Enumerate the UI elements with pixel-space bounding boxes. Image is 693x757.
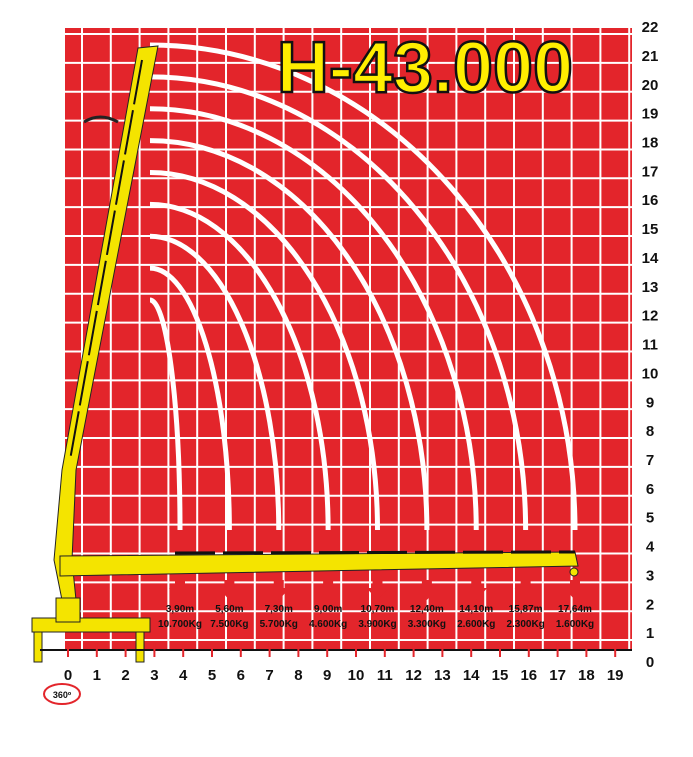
x-label: 7	[265, 667, 273, 684]
y-label: 5	[646, 510, 654, 527]
grid	[65, 28, 632, 650]
load-arrow	[366, 580, 389, 600]
leg-left	[33, 631, 43, 663]
y-label: 11	[642, 337, 658, 354]
capacity: 4.600Kg	[309, 619, 347, 630]
x-label: 10	[348, 667, 365, 684]
y-label: 4	[646, 539, 655, 556]
x-label: 9	[323, 667, 331, 684]
capacity: 2.300Kg	[506, 619, 544, 630]
y-label: 2	[646, 596, 654, 613]
x-label: 12	[405, 667, 422, 684]
arc	[149, 74, 529, 531]
y-label: 12	[642, 308, 659, 325]
boom-sections	[69, 59, 143, 461]
outrigger-beam	[31, 617, 151, 633]
loads: 3,90m 10.700Kg 5,60m 7.500Kg 7,30m 5.700Kg 9,0…	[158, 580, 594, 630]
hook	[569, 567, 579, 577]
base	[55, 597, 81, 623]
arc	[149, 265, 232, 531]
capacity: 1.600Kg	[556, 619, 594, 630]
y-label: 0	[646, 654, 654, 671]
load-arrow	[218, 580, 241, 600]
red-field	[65, 28, 632, 650]
y-label: 14	[642, 250, 659, 267]
y-label: 17	[642, 163, 659, 180]
capacity: 3.300Kg	[408, 619, 446, 630]
x-label: 8	[294, 667, 302, 684]
title: H-43.000	[277, 28, 573, 108]
y-label: 3	[646, 567, 654, 584]
arc	[149, 233, 282, 531]
crane	[31, 45, 579, 663]
x-label: 4	[179, 667, 188, 684]
y-label: 20	[642, 77, 659, 94]
y-label: 21	[642, 48, 659, 65]
capacity: 3.900Kg	[358, 619, 396, 630]
y-label: 6	[646, 481, 654, 498]
x-label: 5	[208, 667, 216, 684]
load-arrow	[267, 580, 290, 600]
reach: 5,60m	[215, 604, 243, 615]
rotation-icon	[43, 683, 81, 705]
axes: 0 1 2 3 4 5 6 7 8 9 10 11 12 13 14 15 16 17 18 190123456789…	[64, 19, 659, 684]
load-arrow	[514, 580, 537, 600]
x-label: 11	[377, 667, 393, 684]
y-label: 8	[646, 423, 654, 440]
rotate-icon	[83, 115, 119, 124]
reach: 9,00m	[314, 604, 342, 615]
reach: 3,90m	[166, 604, 194, 615]
x-label: 6	[237, 667, 245, 684]
x-label: 16	[520, 667, 537, 684]
arc	[149, 297, 183, 531]
arc	[149, 170, 380, 531]
y-label: 13	[642, 279, 659, 296]
y-label: 10	[642, 365, 659, 382]
arc	[149, 138, 430, 531]
x-label: 18	[578, 667, 595, 684]
arc	[149, 201, 331, 531]
capacity: 5.700Kg	[260, 619, 298, 630]
capacity: 7.500Kg	[210, 619, 248, 630]
load-arrow	[465, 580, 488, 600]
x-label: 17	[549, 667, 566, 684]
load-arrow	[415, 580, 438, 600]
x-label: 0	[64, 667, 72, 684]
reach: 15,87m	[509, 604, 543, 615]
y-label: 15	[642, 221, 659, 238]
x-label: 2	[121, 667, 129, 684]
y-label: 7	[646, 452, 654, 469]
reach: 17,64m	[558, 604, 592, 615]
y-label: 16	[642, 192, 659, 209]
y-label: 22	[642, 19, 659, 36]
reach: 14,10m	[459, 604, 493, 615]
reach: 10,70m	[361, 604, 395, 615]
x-label: 14	[463, 667, 480, 684]
y-label: 19	[642, 106, 659, 123]
load-arrow	[317, 580, 340, 600]
rotation-label: 360º	[53, 690, 72, 700]
x-label: 19	[607, 667, 624, 684]
reach: 12,40m	[410, 604, 444, 615]
jib-sections	[174, 550, 576, 555]
x-label: 3	[150, 667, 158, 684]
capacity: 10.700Kg	[158, 619, 202, 630]
arc	[149, 42, 578, 531]
y-label: 1	[646, 625, 654, 642]
y-label: 9	[646, 394, 654, 411]
capacity: 2.600Kg	[457, 619, 495, 630]
leg-right	[135, 631, 145, 663]
load-arrow	[564, 580, 586, 600]
reach: 7,30m	[265, 604, 293, 615]
reach-arcs	[149, 42, 578, 531]
y-label: 18	[642, 135, 659, 152]
boom	[53, 45, 159, 601]
load-arrow	[169, 580, 191, 600]
x-label: 13	[434, 667, 451, 684]
arc	[149, 106, 479, 531]
x-label: 15	[492, 667, 509, 684]
x-label: 1	[93, 667, 101, 684]
